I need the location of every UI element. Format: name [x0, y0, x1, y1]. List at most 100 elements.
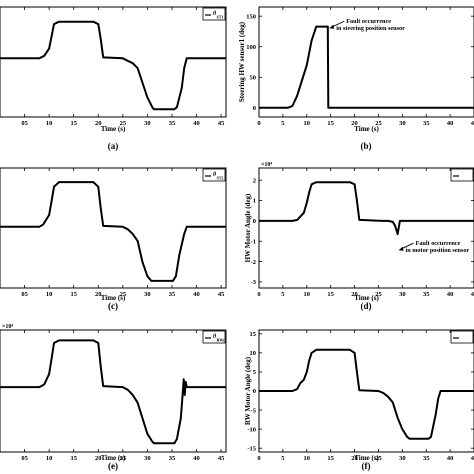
y-tick-label: 150 [246, 13, 256, 20]
annotation-arrowhead [329, 24, 335, 29]
x-tick-label: 35 [169, 291, 176, 298]
chart-panel-c: 05 10 15 20 25 30 35 40 45 Time (s) θ ST2 (c) [0, 167, 227, 311]
x-tick-label: 10 [46, 120, 53, 127]
series-line-b [259, 25, 474, 109]
x-tick-label: 10 [304, 455, 311, 462]
x-tick-label: 20 [351, 120, 358, 127]
series-line-c [0, 181, 226, 282]
x-tick-label: 40 [193, 120, 200, 127]
y-axis-title: Steering HW sensor1 (deg) [238, 21, 246, 102]
annotation-line2: in motor position sensor [406, 247, 470, 254]
x-tick-label: 0 [257, 120, 260, 127]
x-tick-label: 25 [120, 291, 127, 298]
legend-box [202, 7, 226, 21]
x-tick-label: 0 [257, 291, 260, 298]
x-tick-label: 35 [423, 455, 430, 462]
legend-symbol: θ [213, 334, 217, 340]
x-tick-label: 25 [375, 455, 382, 462]
plot-frame [0, 329, 227, 453]
x-tick-label: 20 [95, 120, 102, 127]
y-tick-label: 100 [246, 44, 256, 51]
chart-panel-b: 0 5 10 15 20 25 30 35 40 45 0 50 100 150 Time (s) Steer… [238, 6, 474, 151]
series-line-e [0, 339, 226, 445]
x-tick-label: 05 [21, 455, 28, 462]
x-tick-label: 40 [447, 455, 454, 462]
y-tick-label: 2 [253, 177, 256, 184]
legend-subscript: ST2 [217, 176, 224, 181]
x-tick-label: 35 [423, 291, 430, 298]
legend-box [450, 330, 474, 344]
panel-label: (c) [108, 301, 118, 311]
x-tick-label: 45 [218, 120, 225, 127]
x-tick-label: 5 [281, 291, 285, 298]
y-tick-label: 5 [253, 369, 257, 376]
x-tick-label: 15 [70, 291, 77, 298]
plot-frame [258, 167, 474, 289]
x-tick-label: 25 [375, 291, 382, 298]
y-tick-label: 0 [253, 218, 256, 225]
x-tick-label: 40 [193, 455, 200, 462]
x-tick-label: 20 [95, 455, 102, 462]
annotation-arrowhead [398, 246, 404, 251]
x-axis-title: Time (s) [101, 294, 126, 302]
x-tick-label: 35 [169, 455, 176, 462]
y-exponent-label: ×10⁴ [261, 162, 272, 168]
y-tick-label: 10 [250, 350, 257, 357]
x-tick-label: 30 [399, 120, 406, 127]
x-tick-label: 10 [304, 291, 311, 298]
x-tick-label: 25 [120, 455, 127, 462]
y-tick-label: 50 [250, 74, 257, 81]
chart-panel-e: 05 10 15 20 25 30 35 40 45 ×10⁴ Time (s) θ RWr (e) [0, 324, 227, 471]
x-tick-label: 5 [281, 455, 285, 462]
panel-label: (d) [361, 301, 372, 311]
x-axis-title: Time (s) [354, 454, 379, 462]
x-tick-label: 10 [46, 291, 53, 298]
legend-box [202, 168, 226, 182]
legend-box [202, 330, 226, 344]
chart-panel-f: 0 5 10 15 20 25 30 35 40 45 -15 -10 -5 0 5 10 15 Time (s)… [244, 329, 474, 471]
x-tick-label: 35 [423, 120, 430, 127]
x-tick-label: 30 [144, 455, 151, 462]
x-tick-label: 15 [70, 120, 77, 127]
x-tick-label: 35 [169, 120, 176, 127]
y-axis-title: HW Motor Angle (deg) [244, 193, 252, 262]
x-tick-label: 15 [327, 455, 334, 462]
y-axis-title: RW Motor Angle (deg) [244, 356, 252, 425]
x-tick-label: 15 [327, 120, 334, 127]
y-tick-label: -2 [251, 259, 256, 266]
y-tick-label: 1 [253, 198, 256, 205]
legend-symbol: θ [213, 11, 217, 17]
chart-panel-a: 05 10 15 20 25 30 35 40 45 Time (s) θ ST1 (a) [0, 6, 227, 151]
panel-label: (e) [108, 461, 118, 471]
x-tick-label: 45 [218, 455, 225, 462]
x-tick-label: 45 [471, 291, 474, 298]
chart-panel-d: 0 5 10 15 20 25 30 35 40 45 -3 -2 -1 0 1 2 ×10⁴ Time (s) H… [244, 162, 474, 311]
plot-frame [0, 167, 227, 289]
y-tick-label: -1 [251, 238, 256, 245]
x-tick-label: 25 [120, 120, 127, 127]
legend-symbol: θ [213, 172, 217, 178]
y-tick-label: 0 [253, 105, 256, 112]
panel-label: (f) [362, 461, 371, 471]
x-axis-title: Time (s) [354, 125, 379, 133]
x-tick-label: 15 [70, 455, 77, 462]
panel-label: (b) [361, 141, 372, 151]
plot-frame [0, 6, 227, 118]
y-exponent-label: ×10⁴ [2, 324, 13, 330]
x-tick-label: 20 [351, 291, 358, 298]
x-tick-label: 25 [375, 120, 382, 127]
x-axis-title: Time (s) [354, 294, 379, 302]
x-tick-label: 30 [399, 455, 406, 462]
y-tick-label: -15 [247, 445, 256, 452]
x-tick-label: 45 [218, 291, 225, 298]
panel-label: (a) [108, 141, 119, 151]
x-tick-label: 20 [351, 455, 358, 462]
x-tick-label: 45 [471, 455, 474, 462]
x-tick-label: 30 [144, 120, 151, 127]
x-tick-label: 45 [471, 120, 474, 127]
legend-subscript: ST1 [217, 15, 224, 20]
x-tick-label: 30 [144, 291, 151, 298]
x-tick-label: 40 [447, 120, 454, 127]
x-tick-label: 05 [21, 291, 28, 298]
plot-frame [258, 6, 474, 118]
